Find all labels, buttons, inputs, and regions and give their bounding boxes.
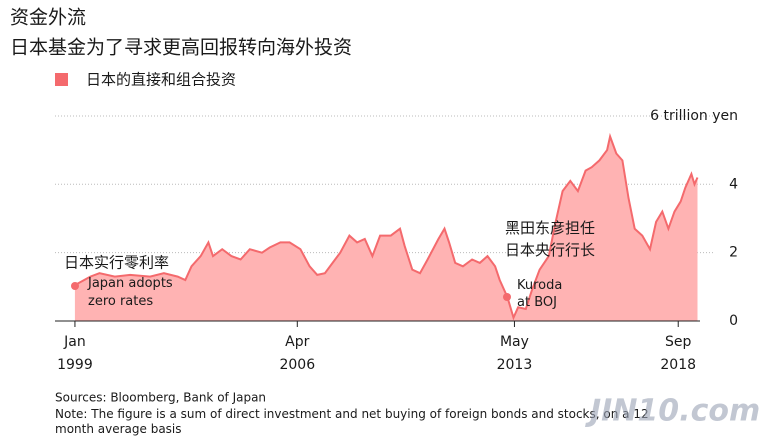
x-tick-label: Sep 2018: [660, 334, 696, 373]
annotation-dot: [71, 282, 79, 290]
x-tick-label: Apr 2006: [279, 334, 315, 373]
watermark: JIN10.com: [585, 394, 760, 429]
annotation: Kuroda at BOJ: [517, 278, 562, 310]
legend-swatch: [55, 73, 68, 86]
annotation: Japan adopts zero rates: [87, 276, 173, 309]
annotation-dot: [503, 293, 511, 301]
y-tick-label: 0: [729, 313, 738, 329]
legend-label: 日本的直接和组合投资: [86, 71, 236, 89]
source: Sources: Bloomberg, Bank of Japan: [55, 391, 266, 405]
annotation: 日本实行零利率: [64, 254, 169, 272]
x-tick-label: May 2013: [497, 334, 533, 373]
y-tick-label: 4: [729, 176, 738, 192]
plot: [55, 115, 715, 327]
annotation: 黑田东彦担任日本央行行长: [505, 219, 595, 259]
note: Note: The figure is a sum of direct inve…: [55, 407, 649, 436]
area: [74, 136, 698, 321]
y-tick-label: 2: [729, 245, 738, 261]
chart-title: 资金外流: [10, 7, 86, 29]
line: [74, 132, 699, 321]
y-tick-label: 6 trillion yen: [650, 108, 738, 124]
x-tick-label: Jan 1999: [57, 334, 93, 373]
chart-subtitle: 日本基金为了寻求更高回报转向海外投资: [10, 37, 352, 59]
